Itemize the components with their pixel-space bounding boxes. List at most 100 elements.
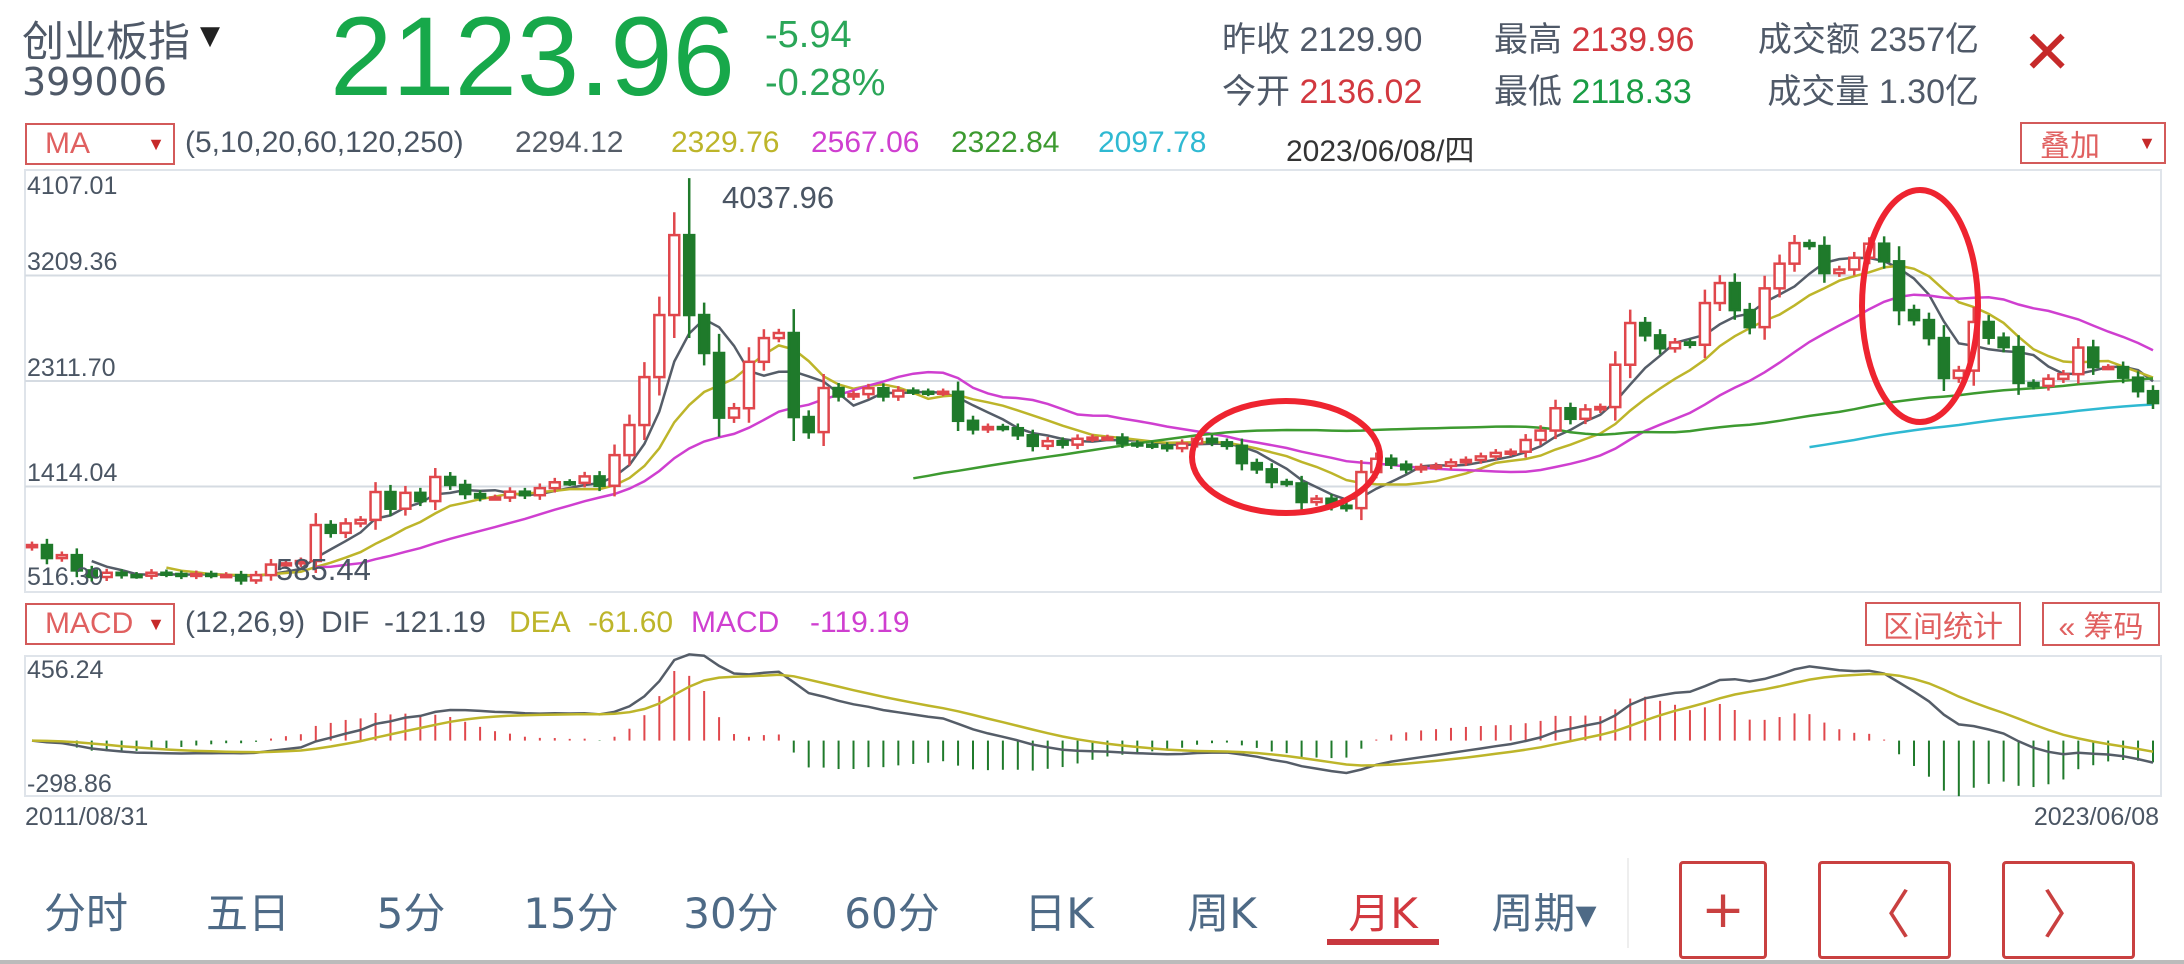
candle-body: [1041, 439, 1054, 448]
dif-line: [31, 653, 2154, 775]
candle: [742, 347, 756, 423]
candle: [1310, 494, 1323, 506]
candle-body: [1026, 434, 1040, 448]
candle: [1131, 440, 1144, 448]
candle-body: [1937, 336, 1951, 380]
candle: [907, 387, 920, 396]
candle: [369, 482, 382, 530]
next-button[interactable]: 〉: [2002, 861, 2135, 959]
ma-selector[interactable]: MA ▼: [25, 123, 175, 165]
tab-period-dropdown[interactable]: 周期▾: [1491, 889, 1597, 938]
candle-body: [1250, 461, 1264, 471]
candle-body: [727, 406, 741, 419]
candle-body: [1489, 451, 1503, 458]
candle: [1399, 460, 1413, 474]
candle: [1818, 236, 1831, 283]
x-end-date: 2023/06/08: [2033, 803, 2159, 831]
ma120-value: 2097.78: [1098, 126, 1207, 159]
candle-body: [473, 492, 487, 499]
dropdown-caret-icon: ▼: [147, 133, 165, 154]
candle: [503, 487, 517, 502]
close-icon[interactable]: ✕: [2022, 19, 2073, 86]
tab-weekly-k[interactable]: 周K: [1187, 889, 1257, 938]
candle-body: [234, 573, 248, 582]
tab-30min[interactable]: 30分: [683, 889, 779, 938]
tab-intraday[interactable]: 分时: [43, 889, 129, 938]
ma5-line: [91, 256, 2154, 578]
candle-body: [533, 486, 547, 497]
ma120-line: [1809, 403, 2154, 449]
candle-body: [2027, 381, 2040, 388]
candle: [1788, 235, 1801, 272]
candle-body: [1997, 336, 2010, 349]
candle-body: [2131, 376, 2145, 393]
y-tick-label: 1414.04: [27, 459, 118, 487]
candle: [518, 487, 532, 500]
candle: [966, 415, 980, 435]
candle: [608, 444, 621, 497]
candle: [1564, 402, 1577, 425]
candle: [951, 381, 965, 432]
tab-5min[interactable]: 5分: [376, 889, 446, 938]
candle: [399, 485, 412, 516]
candle: [1549, 399, 1562, 440]
candle-body: [2116, 365, 2130, 379]
range-stats-button[interactable]: 区间统计: [1865, 602, 2021, 646]
candle-body: [548, 481, 562, 490]
candle-body: [907, 389, 920, 394]
chevron-left-icon: 〈: [1858, 885, 1911, 946]
candle-body: [1564, 406, 1577, 421]
day-high: 最高 2139.96: [1494, 21, 1695, 59]
candle-body: [40, 543, 54, 560]
macd-chart-frame: [24, 655, 2162, 797]
candle-body: [2087, 346, 2100, 369]
candle: [264, 558, 278, 581]
candle: [1504, 448, 1517, 457]
candle-body: [1459, 458, 1473, 464]
macd-selector[interactable]: MACD ▼: [25, 603, 175, 645]
previous-button[interactable]: 〈: [1818, 861, 1951, 959]
candle-body: [1310, 497, 1323, 504]
turnover-volume: 成交量 1.30亿: [1767, 73, 1979, 111]
candle-body: [219, 573, 233, 579]
index-name[interactable]: 创业板指 ▼: [22, 17, 221, 66]
candle: [1638, 316, 1652, 342]
candle-body: [981, 425, 995, 431]
dif-label: DIF: [321, 606, 370, 639]
candle: [668, 212, 681, 338]
candle: [548, 477, 562, 493]
dea-line: [31, 672, 2154, 767]
candle-body: [1235, 444, 1249, 465]
overlay-button[interactable]: 叠加 ▼: [2020, 122, 2166, 164]
chips-button[interactable]: « 筹码: [2042, 602, 2160, 646]
candle-body: [1952, 369, 1966, 380]
ma10-value: 2329.76: [671, 126, 780, 159]
tab-daily-k[interactable]: 日K: [1024, 889, 1094, 938]
dropdown-caret-icon[interactable]: ▼: [200, 21, 221, 51]
tab-monthly-k[interactable]: 月K: [1348, 889, 1418, 938]
tab-five-day[interactable]: 五日: [205, 889, 291, 938]
candle-body: [772, 331, 786, 340]
candle: [55, 551, 69, 562]
candle: [1653, 329, 1667, 355]
annotation-circle: [1859, 187, 1981, 425]
candle: [817, 374, 830, 447]
bottom-edge: [0, 960, 2184, 964]
candle: [1594, 403, 1607, 413]
candle-body: [668, 233, 681, 317]
candle-body: [175, 572, 188, 578]
tab-60min[interactable]: 60分: [844, 889, 940, 938]
macd-params: (12,26,9): [185, 606, 306, 639]
candle-body: [1698, 301, 1712, 347]
candle-body: [832, 386, 845, 398]
tab-15min[interactable]: 15分: [523, 889, 619, 938]
macd-value: -119.19: [810, 606, 910, 639]
candle-body: [653, 313, 666, 379]
candle: [279, 560, 293, 568]
candle: [862, 383, 875, 399]
candle: [234, 570, 248, 585]
zoom-in-button[interactable]: +: [1679, 861, 1767, 959]
candle: [593, 471, 606, 492]
candle: [1848, 251, 1861, 276]
